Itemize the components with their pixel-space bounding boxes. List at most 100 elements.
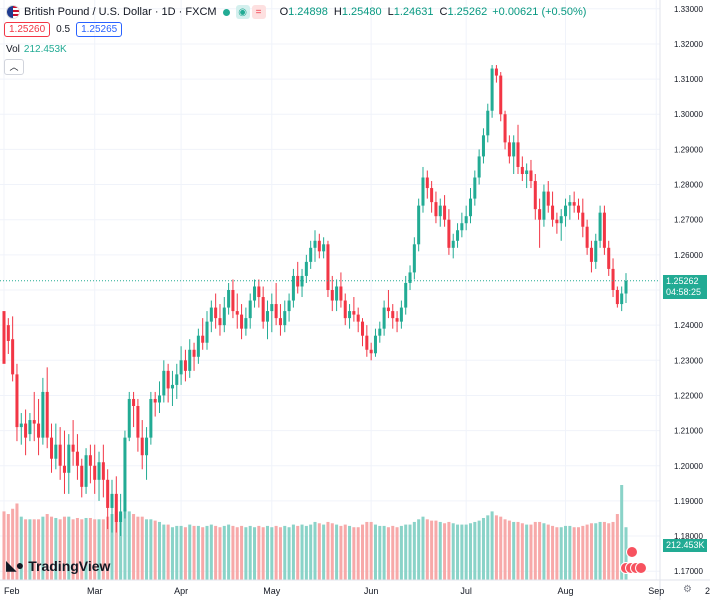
event-flag-icon[interactable] — [626, 546, 638, 558]
price-tick-label: 1.30000 — [674, 110, 703, 119]
candle-body — [525, 170, 529, 174]
volume-bar — [581, 525, 585, 580]
candle-body — [265, 311, 269, 322]
volume-bar — [278, 527, 282, 580]
candle-body — [214, 307, 218, 319]
volume-bar — [425, 519, 429, 580]
candle-body — [291, 275, 295, 301]
candle-body — [468, 198, 473, 217]
price-tick-label: 1.18000 — [674, 532, 703, 541]
candle-body — [615, 290, 619, 305]
candle-body — [464, 216, 468, 224]
candle-body — [231, 290, 235, 312]
candle-body — [218, 318, 222, 326]
volume-bar — [11, 508, 15, 580]
volume-bar — [602, 521, 606, 580]
price-tick-label: 1.19000 — [674, 497, 703, 506]
symbol-title[interactable]: British Pound / U.S. Dollar · 1D · FXCM — [24, 6, 217, 18]
volume-bar — [395, 527, 399, 580]
volume-bar — [356, 527, 360, 580]
candle-body — [205, 321, 209, 343]
buy-button[interactable]: 1.25265 — [76, 22, 123, 37]
change-value: +0.00621 (+0.50%) — [492, 6, 587, 18]
chevron-up-icon[interactable]: ︿ — [4, 59, 24, 75]
volume-bar — [447, 521, 451, 580]
volume-bar — [352, 527, 356, 580]
volume-bar — [93, 519, 97, 580]
sell-button[interactable]: 1.25260 — [4, 22, 51, 37]
volume-bar — [75, 517, 79, 580]
volume-bar — [274, 525, 278, 580]
eye-icon[interactable]: ◉ — [235, 5, 250, 19]
open-label: O — [279, 6, 289, 18]
candle-body — [624, 280, 628, 294]
candle-body — [507, 142, 511, 157]
candle-body — [93, 465, 97, 480]
volume-bar — [265, 525, 269, 580]
candle-body — [101, 462, 105, 480]
volume-bar — [456, 524, 460, 580]
volume-bar — [132, 514, 136, 580]
market-status-dot — [222, 8, 230, 16]
candle-body — [322, 244, 326, 252]
candle-body — [123, 437, 127, 512]
candle-body — [37, 423, 41, 438]
volume-bar — [28, 519, 32, 580]
candle-body — [110, 493, 114, 508]
candle-body — [434, 202, 438, 217]
volume-bar — [166, 524, 170, 580]
candle-body — [576, 205, 580, 213]
candle-body — [348, 311, 352, 319]
volume-bar — [37, 519, 41, 580]
volume-bar — [499, 516, 503, 580]
volume-bar — [283, 525, 287, 580]
volume-bar — [490, 511, 494, 580]
tradingview-logo[interactable]: ◣● TradingView — [6, 557, 110, 574]
candle-body — [248, 300, 252, 319]
volume-bar — [438, 521, 442, 580]
volume-bar — [244, 527, 248, 580]
volume-bar — [71, 519, 75, 580]
volume-bar — [615, 514, 619, 580]
volume-bar — [460, 524, 464, 580]
candle-body — [417, 205, 421, 245]
candle-body — [270, 304, 274, 312]
candle-body — [473, 177, 477, 199]
volume-bar — [473, 521, 477, 580]
price-tick-label: 1.32000 — [674, 40, 703, 49]
volume-bar — [330, 523, 334, 580]
volume-bar — [32, 519, 36, 580]
volume-bar — [227, 524, 231, 580]
volume-bar — [218, 527, 222, 580]
volume-bar — [542, 523, 546, 580]
candle-body — [257, 286, 261, 298]
candle-body — [149, 398, 153, 438]
candle-body — [71, 444, 75, 452]
volume-bar — [253, 527, 257, 580]
volume-bar — [114, 511, 118, 580]
volume-bar — [19, 516, 23, 580]
price-tick-label: 1.31000 — [674, 75, 703, 84]
candle-body — [598, 212, 602, 241]
candle-body — [607, 247, 611, 269]
candle-body — [209, 307, 213, 322]
candle-body — [283, 311, 287, 326]
candle-body — [391, 311, 395, 319]
volume-bar — [175, 525, 179, 580]
volume-label[interactable]: Vol — [6, 44, 20, 55]
time-axis[interactable]: Feb Mar Apr May Jun Jul Aug Sep 23 — [0, 579, 710, 596]
candle-body — [166, 370, 170, 389]
volume-bar — [62, 516, 66, 580]
last-price-tag: 1.25262 04:58:25 — [663, 274, 707, 299]
price-axis[interactable]: 1.33000 1.32000 1.31000 1.30000 1.29000 1.280… — [659, 0, 710, 600]
gear-icon[interactable]: ⚙ — [683, 584, 692, 595]
symbol-legend: British Pound / U.S. Dollar · 1D · FXCM … — [6, 4, 586, 20]
price-tick-label: 1.22000 — [674, 391, 703, 400]
equals-icon[interactable]: = — [251, 5, 266, 19]
candle-body — [386, 307, 390, 312]
candle-body — [132, 398, 136, 406]
volume-bar — [192, 525, 196, 580]
event-flag-icon[interactable] — [635, 562, 647, 574]
volume-bar — [45, 514, 49, 580]
